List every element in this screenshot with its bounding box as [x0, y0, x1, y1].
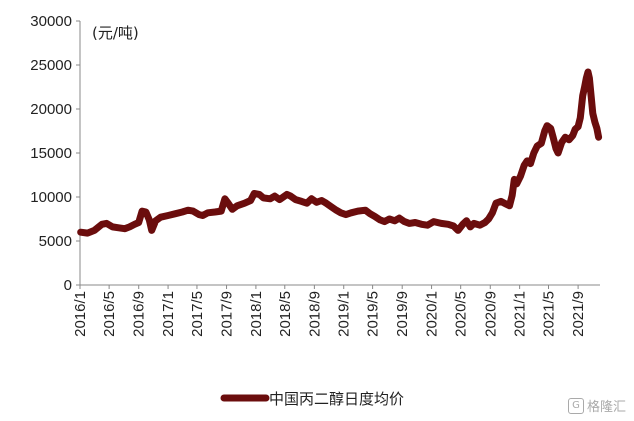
- series-line: [77, 68, 603, 237]
- watermark-logo-icon: G: [567, 397, 584, 414]
- x-tick-label: 2016/5: [101, 291, 118, 337]
- y-tick-label: 30000: [30, 13, 72, 30]
- y-tick-label: 10000: [30, 189, 72, 206]
- x-tick-label: 2018/1: [248, 291, 265, 337]
- x-tick-label: 2016/9: [131, 291, 148, 337]
- watermark-text: 格隆汇: [586, 400, 626, 415]
- x-tick-label: 2019/1: [336, 291, 353, 337]
- x-tick-label: 2021/9: [570, 291, 587, 337]
- x-tick-label: 2019/5: [365, 291, 382, 337]
- x-tick-label: 2021/5: [541, 291, 558, 337]
- y-tick-label: 5000: [39, 233, 72, 250]
- x-tick-label: 2017/9: [219, 291, 236, 337]
- x-tick-label: 2019/9: [394, 291, 411, 337]
- y-tick-label: 25000: [30, 57, 72, 74]
- x-tick-label: 2017/5: [189, 291, 206, 337]
- x-tick-label: 2021/1: [512, 291, 529, 337]
- x-tick-label: 2018/5: [277, 291, 294, 337]
- x-tick-label: 2018/9: [306, 291, 323, 337]
- x-tick-label: 2016/1: [72, 291, 89, 337]
- x-ticks: 2016/1 2016/5 2016/9 2017/1 2017/5 2017/9 2018…: [72, 285, 587, 337]
- legend: 中国丙二醇日度均价: [220, 390, 404, 408]
- x-tick-label: 2017/1: [160, 291, 177, 337]
- watermark: G 格隆汇: [567, 396, 626, 415]
- y-tick-label: 20000: [30, 101, 72, 118]
- y-ticks: 0 5000 10000 15000 20000 25000 30000: [30, 13, 80, 294]
- y-tick-label: 15000: [30, 145, 72, 162]
- y-unit-label: (元/吨): [92, 24, 139, 42]
- x-tick-label: 2020/9: [482, 291, 499, 337]
- x-tick-label: 2020/1: [424, 291, 441, 337]
- x-tick-label: 2020/5: [453, 291, 470, 337]
- legend-label: 中国丙二醇日度均价: [269, 390, 404, 408]
- y-tick-label: 0: [64, 277, 72, 294]
